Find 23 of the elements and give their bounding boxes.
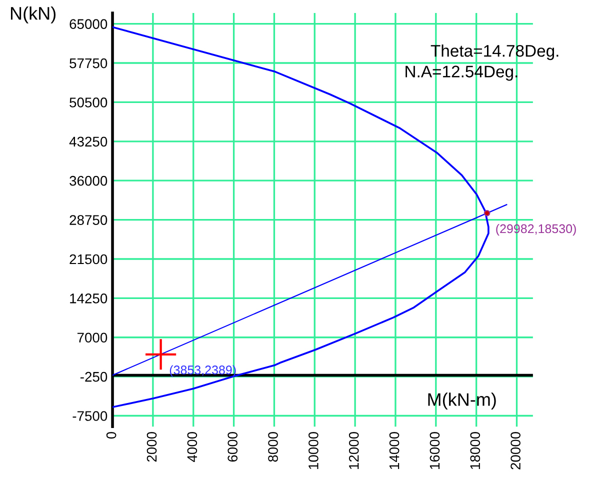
y-tick-label: 36000 <box>70 176 108 186</box>
y-tick-label: -7500 <box>72 411 108 421</box>
x-tick-label: 10000 <box>308 432 318 469</box>
y-tick-label: 43250 <box>69 136 108 147</box>
x-tick-label: 16000 <box>430 432 440 469</box>
y-axis-title: N(kN) <box>10 6 56 24</box>
y-tick-label: 50500 <box>70 98 108 108</box>
y-tick-label: 28750 <box>70 215 108 225</box>
x-tick-label: 0 <box>106 432 116 439</box>
x-tick-label: 14000 <box>389 432 400 469</box>
y-tick-label: 7000 <box>77 332 108 343</box>
y-tick-label: -250 <box>80 372 108 382</box>
y-tick-label: 14250 <box>70 294 108 304</box>
x-tick-label: 2000 <box>146 432 157 462</box>
y-tick-label: 57750 <box>70 58 108 68</box>
x-tick-label: 4000 <box>187 432 198 462</box>
x-tick-label: 8000 <box>268 432 278 462</box>
x-tick-label: 20000 <box>510 432 520 470</box>
y-tick-label: 21500 <box>70 254 108 264</box>
x-tick-label: 12000 <box>348 432 359 469</box>
x-tick-label: 18000 <box>470 432 480 469</box>
x-tick-label: 6000 <box>228 432 238 462</box>
y-tick-label: 65000 <box>70 19 108 29</box>
